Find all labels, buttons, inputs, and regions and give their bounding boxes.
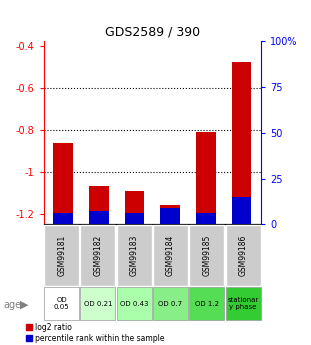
Legend: log2 ratio, percentile rank within the sample: log2 ratio, percentile rank within the s…: [26, 323, 164, 343]
Text: OD 0.43: OD 0.43: [120, 300, 148, 307]
Bar: [125, 213, 144, 224]
Bar: [189, 225, 224, 286]
Text: GSM99186: GSM99186: [239, 235, 248, 276]
Bar: [225, 225, 261, 286]
Text: OD 0.7: OD 0.7: [159, 300, 183, 307]
Bar: [44, 287, 79, 320]
Bar: [153, 225, 188, 286]
Text: GSM99181: GSM99181: [57, 235, 66, 276]
Bar: [117, 287, 152, 320]
Bar: [81, 225, 115, 286]
Bar: [232, 197, 251, 224]
Text: ▶: ▶: [20, 300, 29, 309]
Bar: [81, 287, 115, 320]
Text: OD 0.21: OD 0.21: [84, 300, 112, 307]
Bar: [53, 213, 73, 224]
Bar: [225, 287, 261, 320]
Text: GSM99182: GSM99182: [94, 235, 102, 276]
Text: stationar
y phase: stationar y phase: [227, 297, 259, 310]
Bar: [53, 143, 73, 224]
Text: GSM99185: GSM99185: [202, 235, 211, 276]
Bar: [125, 191, 144, 224]
Text: GSM99183: GSM99183: [130, 235, 139, 276]
Bar: [153, 287, 188, 320]
Title: GDS2589 / 390: GDS2589 / 390: [105, 26, 200, 39]
Text: OD 1.2: OD 1.2: [195, 300, 219, 307]
Bar: [117, 225, 152, 286]
Bar: [44, 225, 79, 286]
Text: OD
0.05: OD 0.05: [54, 297, 69, 310]
Bar: [196, 132, 216, 224]
Text: GSM99184: GSM99184: [166, 235, 175, 276]
Bar: [160, 208, 180, 224]
Bar: [196, 213, 216, 224]
Bar: [160, 205, 180, 224]
Bar: [89, 186, 109, 224]
Bar: [232, 62, 251, 224]
Text: age: age: [3, 300, 21, 309]
Bar: [89, 211, 109, 224]
Bar: [189, 287, 224, 320]
